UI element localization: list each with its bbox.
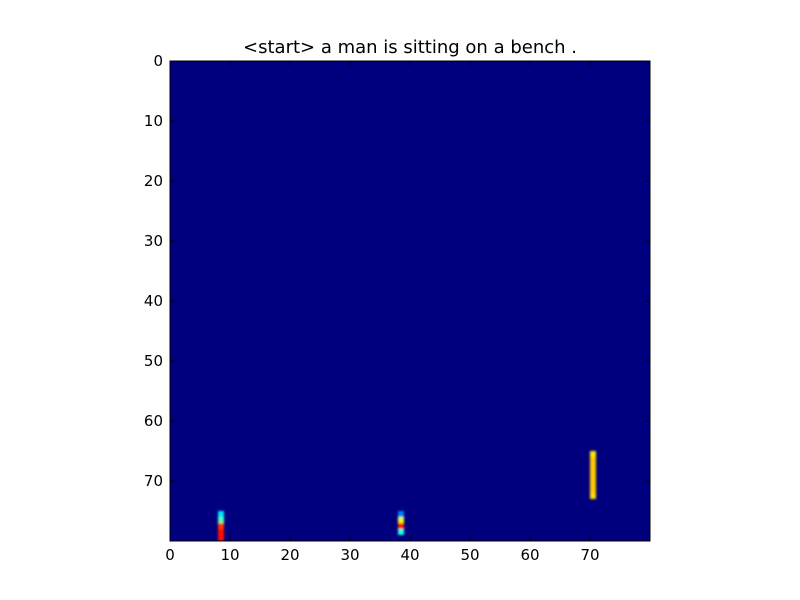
y-tick-label: 70 [144,472,163,490]
chart-title: <start> a man is sitting on a bench . [243,37,577,58]
heatmap-cell [398,523,404,529]
heatmap-cell [398,517,404,523]
heatmap-cell [590,451,596,457]
heatmap-cell [590,457,596,463]
heatmap-cell [590,475,596,481]
y-tick-label: 20 [144,172,163,190]
heatmap-cells [218,451,596,541]
heatmap-cell [590,463,596,469]
y-tick-label: 30 [144,232,163,250]
heatmap-cell [398,529,404,535]
y-tick-label: 40 [144,292,163,310]
x-tick-label: 10 [220,546,239,564]
y-tick-label: 50 [144,352,163,370]
heatmap-cell [398,511,404,517]
x-tick-label: 60 [520,546,539,564]
heatmap-cell [218,517,224,523]
x-tick-label: 70 [580,546,599,564]
heatmap-cell [590,487,596,493]
heatmap-cell [590,493,596,499]
y-axis: 0 10 20 30 40 50 60 70 [144,52,650,490]
heatmap-cell [218,529,224,535]
x-tick-label: 40 [400,546,419,564]
heatmap-cell [218,535,224,541]
y-tick-label: 60 [144,412,163,430]
heatmap-cell [218,511,224,517]
x-tick-label: 20 [280,546,299,564]
heatmap-background [170,61,650,541]
x-tick-label: 0 [165,546,175,564]
heatmap-cell [590,469,596,475]
heatmap-cell [218,523,224,529]
x-tick-label: 30 [340,546,359,564]
x-axis: 0 10 20 30 40 50 60 70 [165,61,600,564]
heatmap-cell [590,481,596,487]
x-tick-label: 50 [460,546,479,564]
y-tick-label: 0 [153,52,163,70]
y-tick-label: 10 [144,112,163,130]
